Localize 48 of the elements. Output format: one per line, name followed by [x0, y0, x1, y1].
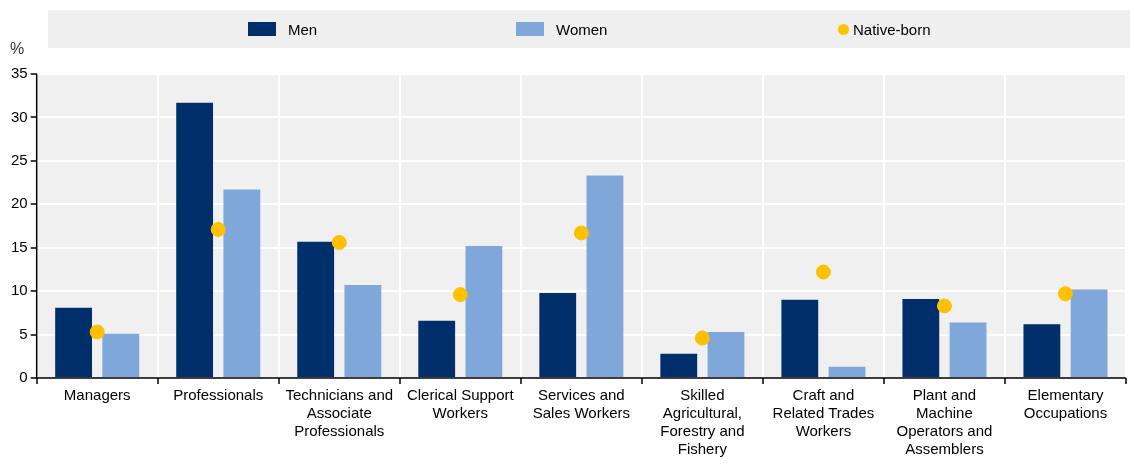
- x-tick-label: Professionals: [173, 386, 264, 404]
- bar: [1070, 289, 1108, 377]
- legend-label: Native-born: [853, 20, 931, 38]
- point: [694, 330, 710, 346]
- y-tick-label: 35: [11, 64, 28, 82]
- bar: [660, 353, 698, 377]
- legend-label: Men: [288, 20, 318, 38]
- bar: [828, 366, 866, 377]
- point: [815, 264, 831, 280]
- point: [573, 225, 589, 241]
- y-tick-label: 20: [11, 194, 28, 212]
- bar: [1023, 324, 1061, 377]
- point: [1057, 286, 1073, 302]
- x-tick-label: Services and Sales Workers: [532, 386, 630, 422]
- bar: [344, 285, 382, 377]
- bar: [102, 333, 140, 377]
- point: [89, 324, 105, 340]
- y-tick-label: 15: [11, 237, 28, 255]
- bar: [297, 241, 335, 377]
- y-tick-label: 0: [19, 368, 28, 386]
- x-tick-label: Craft and Related Trades Workers: [772, 386, 875, 440]
- bar: [223, 189, 261, 377]
- x-tick-label: Clerical Support Workers: [406, 386, 515, 422]
- bar: [902, 298, 940, 377]
- point: [210, 221, 226, 237]
- bar: [465, 245, 503, 377]
- x-tick-label: Skilled Agricultural, Forestry and Fishery: [660, 386, 745, 458]
- bar: [55, 307, 93, 377]
- bar: [586, 175, 624, 377]
- x-tick-label: Technicians and Associate Professionals: [285, 386, 394, 440]
- bar: [781, 299, 819, 377]
- point: [936, 298, 952, 314]
- bar: [707, 331, 745, 377]
- y-tick-label: 25: [11, 151, 28, 168]
- y-tick-label: 5: [19, 324, 28, 342]
- bar: [418, 320, 456, 377]
- x-tick-label: Elementary Occupations: [1023, 386, 1108, 422]
- bar: [949, 322, 987, 377]
- point: [452, 287, 468, 303]
- x-tick-label: Managers: [63, 386, 131, 404]
- point: [331, 235, 347, 250]
- bar: [539, 292, 577, 377]
- y-tick-label: 10: [11, 281, 28, 299]
- x-tick-label: Plant and Machine Operators and Assemblers: [896, 386, 993, 458]
- legend-label: Women: [556, 20, 608, 38]
- bar: [176, 102, 214, 377]
- y-axis-title: %: [10, 40, 25, 58]
- y-tick-label: 30: [11, 107, 28, 125]
